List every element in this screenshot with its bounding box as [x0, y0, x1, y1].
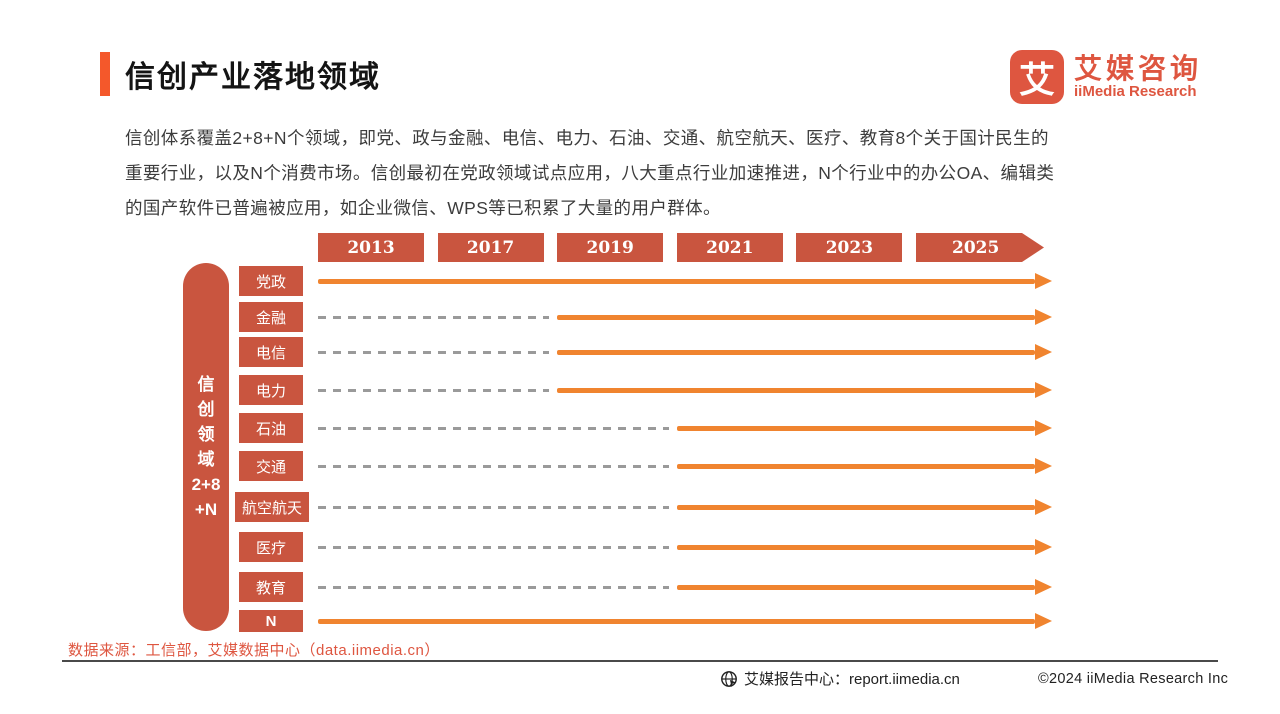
globe-icon — [721, 670, 737, 687]
timeline-arrow-head — [1035, 458, 1052, 474]
paragraph-line: 信创体系覆盖2+8+N个领域，即党、政与金融、电信、电力、石油、交通、航空航天、… — [125, 128, 1049, 148]
chart-side-label: 信创领域 2+8 +N — [183, 263, 229, 631]
timeline-row-label: 电力 — [239, 375, 303, 405]
footer-bar: 艾媒报告中心：report.iimedia.cn ©2024 iiMedia R… — [0, 668, 1280, 692]
timeline-dashed-segment — [318, 585, 669, 589]
timeline-dashed-segment — [318, 545, 669, 549]
copyright-text: ©2024 iiMedia Research Inc — [1038, 671, 1229, 687]
timeline-dashed-segment — [318, 350, 550, 354]
data-source-note: 数据来源：工信部，艾媒数据中心（data.iimedia.cn） — [68, 642, 440, 659]
report-center-text: 艾媒报告中心：report.iimedia.cn — [744, 671, 960, 688]
timeline-dashed-segment — [318, 464, 669, 468]
timeline-arrow — [318, 618, 1035, 624]
chart-side-label-line: 信 — [197, 375, 215, 394]
timeline-arrow — [676, 584, 1035, 590]
timeline-dashed-segment — [318, 505, 669, 509]
timeline-arrow-head — [1035, 344, 1052, 360]
year-box: 2025 — [916, 233, 1044, 262]
title-accent-bar — [100, 52, 110, 96]
paragraph-line: 的国产软件已普遍被应用，如企业微信、WPS等已积累了大量的用户群体。 — [125, 198, 721, 218]
timeline-row-label: 电信 — [239, 337, 303, 367]
timeline-row-label: N — [239, 610, 303, 632]
timeline-dashed-segment — [318, 426, 669, 430]
year-box: 2019 — [557, 233, 664, 262]
timeline-row-label: 航空航天 — [235, 492, 309, 522]
footer-divider — [62, 660, 1218, 662]
timeline-row-label: 党政 — [239, 266, 303, 296]
timeline-arrow-head — [1035, 539, 1052, 555]
logo-text: 艾媒咨询 iiMedia Research — [1074, 54, 1202, 99]
timeline-arrow — [676, 504, 1035, 510]
timeline-arrow-head — [1035, 579, 1052, 595]
year-box: 2013 — [318, 233, 424, 262]
timeline-row-label: 医疗 — [239, 532, 303, 562]
year-box: 2017 — [437, 233, 544, 262]
timeline-arrow — [676, 425, 1035, 431]
timeline-arrow-head — [1035, 273, 1052, 289]
logo-name-en: iiMedia Research — [1073, 82, 1197, 100]
timeline-arrow-head — [1035, 382, 1052, 398]
paragraph-line: 重要行业，以及N个消费市场。信创最初在党政领域试点应用，八大重点行业加速推进，N… — [125, 163, 1055, 183]
logo-icon: 艾 — [1009, 50, 1064, 104]
page-header: 信创产业落地领域 — [100, 52, 381, 96]
timeline-row-label: 教育 — [239, 572, 303, 602]
year-box: 2021 — [676, 233, 783, 262]
timeline-arrow-head — [1035, 420, 1052, 436]
timeline-row-label: 石油 — [239, 413, 303, 443]
chart-side-label-line: 创 — [197, 400, 215, 419]
timeline-arrow — [676, 463, 1035, 469]
timeline-arrow — [557, 387, 1035, 393]
timeline-arrow-head — [1035, 309, 1052, 325]
timeline-arrow — [557, 349, 1035, 355]
timeline-row-label: 金融 — [239, 302, 303, 332]
timeline-arrow-head — [1035, 499, 1052, 515]
report-center: 艾媒报告中心：report.iimedia.cn — [720, 668, 960, 689]
timeline-row-label: 交通 — [239, 451, 303, 481]
chart-side-label-line: 2+8 — [191, 475, 221, 494]
chart-side-label-line: +N — [194, 500, 218, 519]
timeline-arrow — [676, 544, 1035, 550]
year-box: 2023 — [796, 233, 903, 262]
body-paragraph: 信创体系覆盖2+8+N个领域，即党、政与金融、电信、电力、石油、交通、航空航天、… — [125, 121, 1155, 226]
page-title: 信创产业落地领域 — [125, 61, 381, 94]
logo-name-cn: 艾媒咨询 — [1073, 53, 1202, 85]
timeline-arrow — [318, 278, 1035, 284]
timeline-arrow-head — [1035, 613, 1052, 629]
timeline-dashed-segment — [318, 388, 550, 392]
timeline-dashed-segment — [318, 315, 550, 319]
chart-side-label-line: 域 — [197, 450, 215, 469]
chart-side-label-line: 领 — [197, 425, 215, 444]
timeline-arrow — [557, 314, 1035, 320]
brand-logo: 艾 艾媒咨询 iiMedia Research — [1009, 50, 1202, 104]
